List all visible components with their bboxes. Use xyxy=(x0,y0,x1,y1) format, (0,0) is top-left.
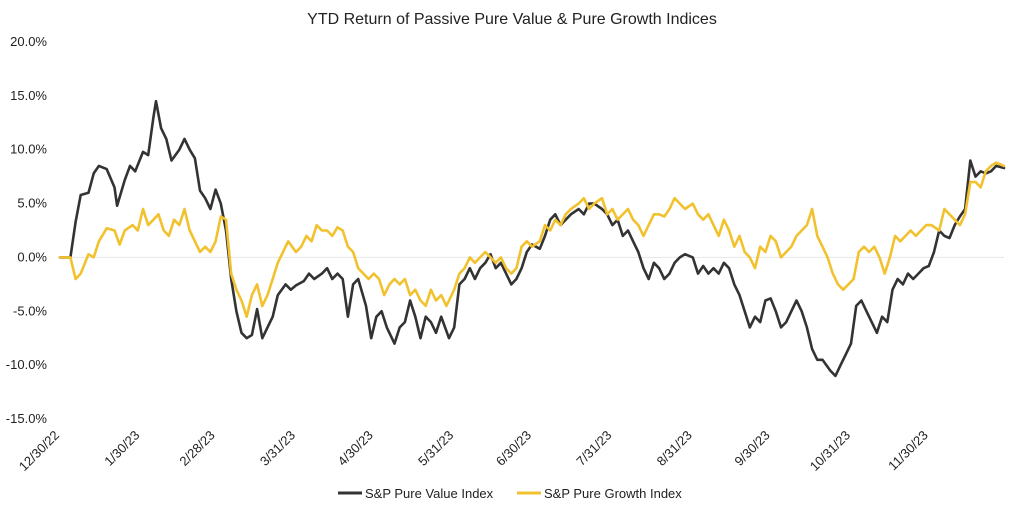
y-tick-label: 5.0% xyxy=(17,196,47,211)
series-group xyxy=(58,99,1006,378)
legend-label: S&P Pure Growth Index xyxy=(544,486,682,501)
legend: S&P Pure Value Index S&P Pure Growth Inde… xyxy=(338,486,682,501)
x-tick-label: 10/31/23 xyxy=(807,428,853,474)
x-tick-label: 1/30/23 xyxy=(101,428,142,469)
series-line-growth xyxy=(58,161,1006,318)
y-axis: 20.0% 15.0% 10.0% 5.0% 0.0% -5.0% -10.0% -15.0% xyxy=(6,34,48,426)
y-tick-label: 20.0% xyxy=(10,34,47,49)
legend-label: S&P Pure Value Index xyxy=(365,486,494,501)
y-tick-label: 15.0% xyxy=(10,88,47,103)
y-tick-label: -15.0% xyxy=(6,411,48,426)
x-tick-label: 3/31/23 xyxy=(257,428,298,469)
x-tick-label: 9/30/23 xyxy=(731,428,772,469)
x-tick-label: 12/30/22 xyxy=(16,428,62,474)
x-tick-label: 2/28/23 xyxy=(176,428,217,469)
y-tick-label: -5.0% xyxy=(13,303,47,318)
y-tick-label: 0.0% xyxy=(17,249,47,264)
x-tick-label: 5/31/23 xyxy=(415,428,456,469)
series-line-value xyxy=(58,99,1006,378)
x-tick-label: 7/31/23 xyxy=(573,428,614,469)
x-tick-label: 4/30/23 xyxy=(335,428,376,469)
y-tick-label: 10.0% xyxy=(10,142,47,157)
x-tick-label: 6/30/23 xyxy=(493,428,534,469)
x-axis: 12/30/22 1/30/23 2/28/23 3/31/23 4/30/23 5/31… xyxy=(16,428,931,474)
y-tick-label: -10.0% xyxy=(6,357,48,372)
chart-title: YTD Return of Passive Pure Value & Pure … xyxy=(307,11,717,28)
x-tick-label: 8/31/23 xyxy=(654,428,695,469)
x-tick-label: 11/30/23 xyxy=(885,428,931,474)
